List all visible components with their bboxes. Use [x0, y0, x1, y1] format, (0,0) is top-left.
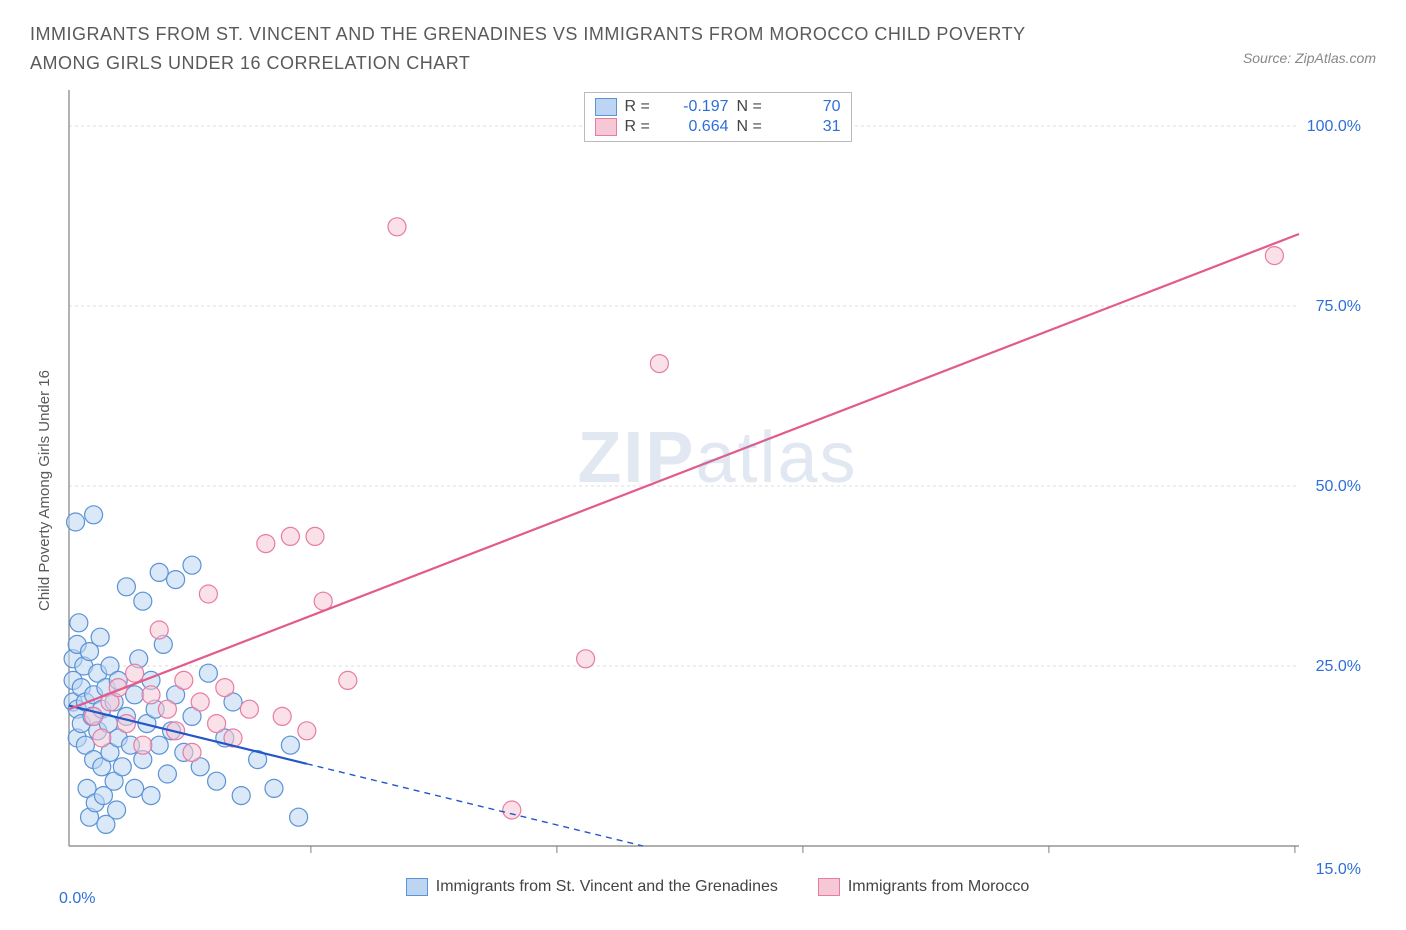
r-label: R = [625, 118, 663, 136]
y-axis-label: Child Poverty Among Girls Under 16 [30, 291, 59, 691]
source-label: Source: ZipAtlas.com [1243, 50, 1376, 66]
x-axis-origin-label: 0.0% [59, 890, 95, 908]
series-b-name: Immigrants from Morocco [848, 878, 1029, 896]
svg-text:75.0%: 75.0% [1316, 298, 1361, 315]
plot-container: R = -0.197 N = 70 R = 0.664 N = 31 ZIPat… [59, 86, 1376, 896]
header-row: IMMIGRANTS FROM ST. VINCENT AND THE GREN… [30, 20, 1376, 78]
svg-text:50.0%: 50.0% [1316, 478, 1361, 495]
legend-item-a: Immigrants from St. Vincent and the Gren… [406, 878, 778, 896]
legend-row-a: R = -0.197 N = 70 [595, 97, 841, 117]
swatch-b-bottom [818, 878, 840, 896]
legend-item-b: Immigrants from Morocco [818, 878, 1029, 896]
legend-row-b: R = 0.664 N = 31 [595, 117, 841, 137]
series-legend: Immigrants from St. Vincent and the Gren… [59, 878, 1376, 896]
n-label: N = [737, 98, 775, 116]
svg-text:100.0%: 100.0% [1307, 118, 1361, 135]
r-value-b: 0.664 [671, 118, 729, 136]
swatch-a-bottom [406, 878, 428, 896]
swatch-a [595, 98, 617, 116]
svg-text:15.0%: 15.0% [1316, 861, 1361, 876]
chart-title: IMMIGRANTS FROM ST. VINCENT AND THE GREN… [30, 20, 1080, 78]
series-a-name: Immigrants from St. Vincent and the Gren… [436, 878, 778, 896]
r-value-a: -0.197 [671, 98, 729, 116]
svg-text:25.0%: 25.0% [1316, 658, 1361, 675]
swatch-b [595, 118, 617, 136]
r-label: R = [625, 98, 663, 116]
scatter-plot: 25.0% 50.0% 75.0% 100.0% 15.0% [59, 86, 1369, 876]
chart-area: Child Poverty Among Girls Under 16 R = -… [30, 86, 1376, 896]
n-value-b: 31 [783, 118, 841, 136]
n-label: N = [737, 118, 775, 136]
correlation-legend: R = -0.197 N = 70 R = 0.664 N = 31 [584, 92, 852, 142]
n-value-a: 70 [783, 98, 841, 116]
